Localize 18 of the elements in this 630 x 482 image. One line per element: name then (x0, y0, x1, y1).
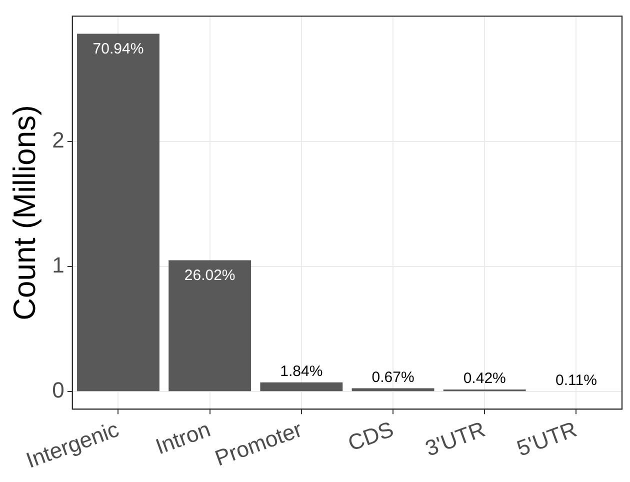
bar (168, 260, 252, 392)
y-tick-label: 0 (52, 378, 64, 403)
x-tick-label: Intron (152, 416, 214, 460)
annotation: 26.02% (184, 266, 236, 284)
x-tick-label: 5'UTR (514, 416, 580, 462)
x-tick-label: CDS (344, 416, 397, 456)
bar (352, 388, 434, 392)
annotation: 0.67% (372, 368, 414, 386)
y-tick-label: 2 (52, 127, 64, 152)
annotation: 0.42% (463, 370, 506, 388)
annotation: 70.94% (92, 40, 144, 58)
annotation: 0.11% (555, 372, 597, 389)
bar (77, 34, 160, 392)
bar (260, 382, 343, 392)
annotation: 1.84% (280, 363, 323, 380)
y-tick-label: 1 (52, 252, 64, 278)
x-tick-label: 3'UTR (422, 416, 488, 462)
y-axis-title: Count (Millions) (7, 105, 42, 320)
